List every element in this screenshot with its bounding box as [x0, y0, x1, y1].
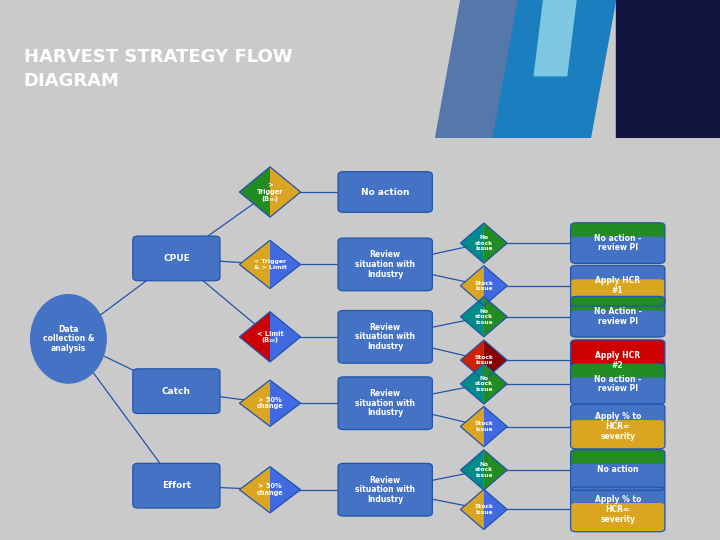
Text: Review
situation with
Industry: Review situation with Industry — [355, 389, 415, 417]
FancyBboxPatch shape — [571, 463, 665, 490]
Text: Stock
issue: Stock issue — [474, 355, 493, 366]
FancyBboxPatch shape — [571, 420, 665, 449]
Text: > 50%
change: > 50% change — [256, 483, 284, 496]
FancyBboxPatch shape — [571, 223, 665, 249]
Text: < Limit
(B₂₀): < Limit (B₂₀) — [257, 330, 283, 343]
Text: Apply % to
HCR∞
severity: Apply % to HCR∞ severity — [595, 495, 641, 524]
Text: No action: No action — [361, 187, 410, 197]
Text: Apply HCR
#1: Apply HCR #1 — [595, 276, 640, 295]
FancyBboxPatch shape — [338, 238, 432, 291]
Polygon shape — [461, 407, 484, 447]
Polygon shape — [484, 489, 507, 530]
Text: Stock
issue: Stock issue — [474, 421, 493, 432]
Polygon shape — [461, 340, 484, 380]
Polygon shape — [239, 312, 270, 362]
Text: No
stock
issue: No stock issue — [474, 462, 493, 478]
Text: Review
situation with
Industry: Review situation with Industry — [355, 250, 415, 279]
Polygon shape — [461, 223, 484, 263]
Polygon shape — [239, 167, 270, 217]
Polygon shape — [461, 296, 484, 337]
Polygon shape — [239, 240, 270, 288]
Polygon shape — [461, 266, 484, 306]
FancyBboxPatch shape — [571, 450, 665, 476]
Polygon shape — [436, 0, 544, 138]
Text: No action: No action — [597, 465, 639, 475]
Text: No
stock
issue: No stock issue — [474, 376, 493, 392]
Polygon shape — [616, 0, 720, 138]
FancyBboxPatch shape — [133, 236, 220, 281]
Polygon shape — [461, 450, 484, 490]
Text: Review
situation with
Industry: Review situation with Industry — [355, 476, 415, 504]
FancyBboxPatch shape — [571, 296, 665, 323]
Text: > 50%
change: > 50% change — [256, 397, 284, 409]
Polygon shape — [270, 380, 301, 427]
Polygon shape — [484, 407, 507, 447]
Polygon shape — [484, 450, 507, 490]
FancyBboxPatch shape — [571, 377, 665, 404]
Text: CPUE: CPUE — [163, 254, 190, 263]
FancyBboxPatch shape — [338, 463, 432, 516]
Text: Stock
issue: Stock issue — [474, 281, 493, 291]
FancyBboxPatch shape — [133, 369, 220, 414]
FancyBboxPatch shape — [571, 363, 665, 390]
Text: No Action -
review PI: No Action - review PI — [594, 307, 642, 326]
FancyBboxPatch shape — [571, 404, 665, 433]
Ellipse shape — [31, 295, 107, 383]
Text: Data
collection &
analysis: Data collection & analysis — [42, 325, 94, 353]
Polygon shape — [484, 223, 507, 263]
Text: HARVEST STRATEGY FLOW
DIAGRAM: HARVEST STRATEGY FLOW DIAGRAM — [24, 48, 292, 90]
Text: No action -
review PI: No action - review PI — [594, 234, 642, 253]
FancyBboxPatch shape — [571, 279, 665, 306]
FancyBboxPatch shape — [338, 172, 432, 212]
Polygon shape — [461, 364, 484, 404]
Text: Catch: Catch — [162, 387, 191, 396]
Text: Effort: Effort — [162, 481, 191, 490]
Text: < Trigger
& > Limit: < Trigger & > Limit — [253, 259, 287, 269]
Text: Review
situation with
Industry: Review situation with Industry — [355, 322, 415, 351]
Polygon shape — [493, 0, 616, 138]
Text: Apply HCR
#2: Apply HCR #2 — [595, 351, 640, 369]
Polygon shape — [239, 467, 270, 513]
FancyBboxPatch shape — [571, 266, 665, 292]
Polygon shape — [484, 364, 507, 404]
Polygon shape — [534, 0, 576, 76]
Polygon shape — [270, 467, 301, 513]
Polygon shape — [484, 296, 507, 337]
Polygon shape — [484, 340, 507, 380]
Text: No
stock
issue: No stock issue — [474, 309, 493, 325]
FancyBboxPatch shape — [571, 237, 665, 264]
Polygon shape — [461, 489, 484, 530]
FancyBboxPatch shape — [571, 340, 665, 381]
Polygon shape — [484, 266, 507, 306]
Polygon shape — [270, 240, 301, 288]
Text: No
stock
issue: No stock issue — [474, 235, 493, 251]
FancyBboxPatch shape — [571, 487, 665, 516]
Polygon shape — [270, 167, 301, 217]
FancyBboxPatch shape — [338, 310, 432, 363]
Polygon shape — [239, 380, 270, 427]
FancyBboxPatch shape — [338, 377, 432, 429]
Polygon shape — [270, 312, 301, 362]
FancyBboxPatch shape — [571, 503, 665, 532]
Text: No action -
review PI: No action - review PI — [594, 375, 642, 393]
Text: Apply % to
HCR∞
severity: Apply % to HCR∞ severity — [595, 413, 641, 441]
FancyBboxPatch shape — [571, 310, 665, 337]
Text: Stock
issue: Stock issue — [474, 504, 493, 515]
Text: >
Trigger
(B₃₀): > Trigger (B₃₀) — [257, 183, 283, 201]
FancyBboxPatch shape — [133, 463, 220, 508]
